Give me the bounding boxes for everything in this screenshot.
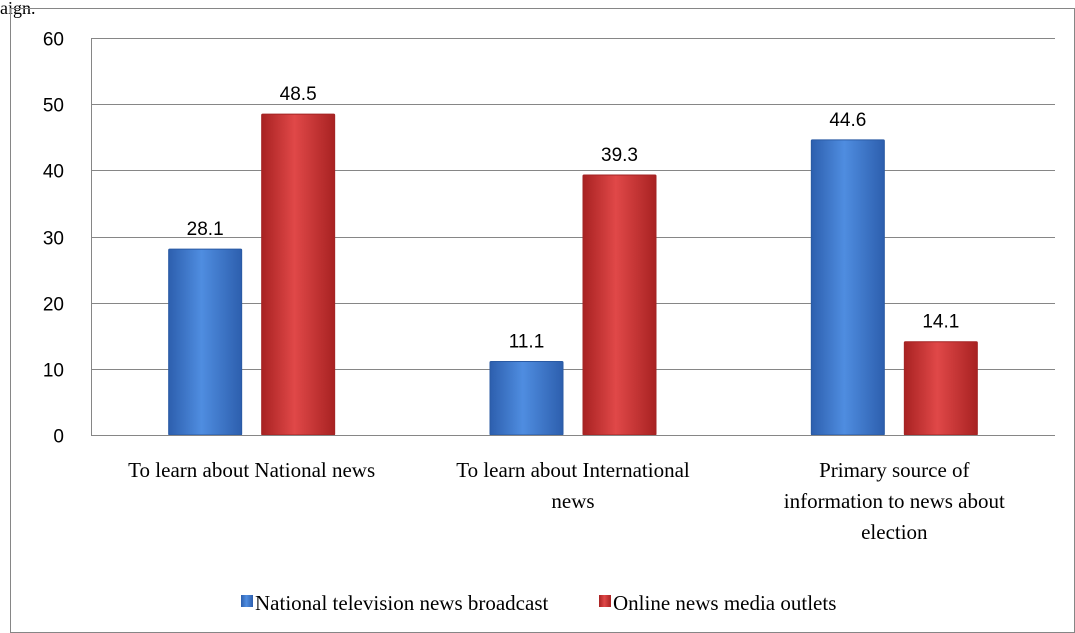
- bar-national-tv-cat-3: [810, 139, 885, 436]
- bar-online-media-cat-1: [261, 113, 336, 436]
- bar-national-tv-cat-2: [489, 361, 564, 436]
- x-category-label-2-line-1: To learn about International: [456, 458, 690, 482]
- y-tick-label-10: 10: [43, 361, 64, 382]
- data-label-national-tv-cat-2: 11.1: [509, 332, 545, 353]
- data-label-national-tv-cat-3: 44.6: [829, 110, 866, 131]
- x-axis-categories: To learn about National news To learn abo…: [91, 435, 1055, 544]
- bar-online-media-cat-3: [903, 341, 978, 436]
- legend-swatch-national-tv: [241, 595, 253, 607]
- data-label-online-media-cat-2: 39.3: [601, 145, 638, 166]
- data-label-online-media-cat-1: 48.5: [280, 84, 317, 105]
- data-labels-group: 28.1 48.5 11.1 39.3 44.6 14.1: [187, 84, 960, 352]
- legend: National television news broadcast Onlin…: [241, 591, 836, 615]
- legend-swatch-online-media: [599, 595, 611, 607]
- legend-label-online-media: Online news media outlets: [613, 591, 836, 615]
- bar-online-media-cat-2: [582, 174, 657, 436]
- y-axis: 0 10 20 30 40 50 60: [43, 30, 92, 448]
- y-tick-label-60: 60: [43, 30, 64, 51]
- y-tick-label-40: 40: [43, 162, 64, 183]
- y-tick-label-20: 20: [43, 295, 64, 316]
- data-label-online-media-cat-3: 14.1: [922, 312, 959, 333]
- x-category-label-3-line-2: information to news about: [784, 489, 1005, 513]
- y-tick-label-0: 0: [53, 427, 64, 448]
- x-category-label-3-line-1: Primary source of: [819, 458, 969, 482]
- x-category-label-3-line-3: election: [861, 520, 928, 544]
- x-category-label-2-line-2: news: [551, 489, 594, 513]
- legend-label-national-tv: National television news broadcast: [255, 591, 548, 615]
- y-tick-label-30: 30: [43, 229, 64, 250]
- x-category-label-1-line-1: To learn about National news: [128, 458, 375, 482]
- bar-national-tv-cat-1: [168, 248, 243, 436]
- y-tick-label-50: 50: [43, 96, 64, 117]
- data-label-national-tv-cat-1: 28.1: [187, 219, 224, 240]
- bars-group: [168, 113, 978, 436]
